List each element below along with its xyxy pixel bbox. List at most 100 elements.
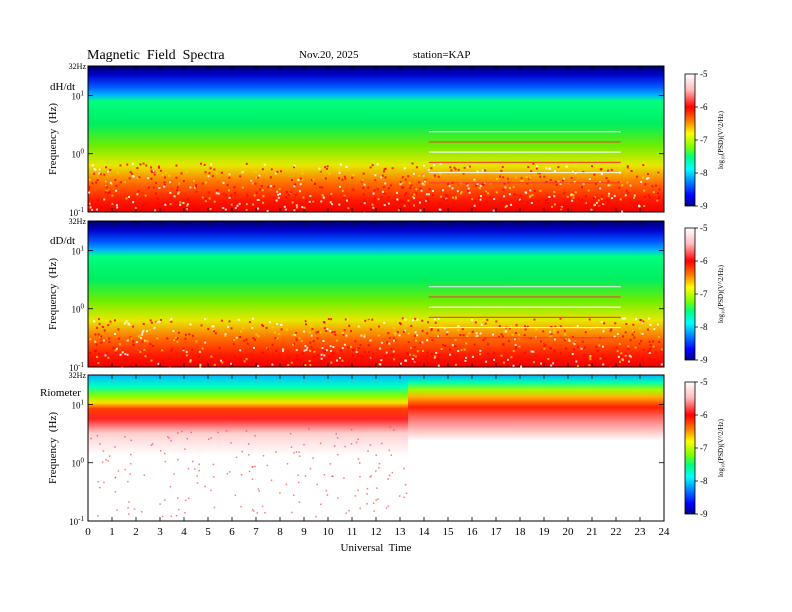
spectral-noise	[261, 505, 264, 508]
spectral-noise	[535, 328, 538, 331]
spectral-noise	[169, 203, 172, 206]
spectral-noise	[312, 348, 315, 351]
spectral-noise	[587, 189, 590, 192]
spectral-noise	[90, 201, 93, 204]
spectral-noise	[415, 166, 418, 169]
spectral-noise	[473, 178, 476, 181]
spectral-noise	[228, 196, 231, 199]
spectral-noise	[332, 475, 334, 478]
spectral-noise	[366, 503, 368, 505]
y-axis-label: Frequency (Hz)	[47, 103, 59, 175]
spectral-noise	[246, 361, 249, 364]
spectral-noise	[550, 364, 553, 367]
spectral-noise	[647, 173, 650, 176]
spectral-noise	[150, 321, 153, 324]
spectral-noise	[622, 359, 625, 362]
spectral-noise	[582, 354, 585, 357]
spectral-noise	[242, 327, 245, 330]
spectral-noise	[362, 172, 365, 175]
spectral-noise	[617, 355, 620, 358]
spectral-noise	[476, 334, 479, 337]
spectral-noise	[383, 192, 386, 195]
spectral-noise	[175, 164, 178, 167]
spectral-noise	[620, 352, 623, 355]
spectral-noise	[527, 166, 530, 169]
spectral-noise	[343, 329, 346, 332]
spectral-noise	[144, 194, 147, 197]
spectral-noise	[454, 197, 457, 200]
spectral-noise	[143, 348, 146, 351]
spectral-noise	[245, 203, 248, 206]
spectral-noise	[261, 168, 264, 171]
spectral-noise	[504, 186, 507, 189]
spectral-noise	[524, 328, 527, 331]
spectral-noise	[582, 182, 585, 185]
spectral-noise	[570, 176, 573, 179]
spectral-noise	[130, 337, 133, 340]
spectral-noise	[437, 329, 440, 332]
spectral-noise	[553, 203, 556, 206]
spectral-noise	[427, 168, 430, 171]
spectral-noise	[295, 358, 298, 361]
spectral-noise	[613, 194, 616, 197]
spectral-noise	[166, 436, 169, 438]
spectral-noise	[602, 330, 605, 333]
spectral-noise	[90, 437, 92, 440]
spectral-noise	[467, 166, 470, 169]
spectral-noise	[98, 336, 101, 339]
spectral-noise	[154, 319, 157, 322]
spectral-noise	[115, 184, 118, 187]
spectral-noise	[170, 349, 173, 352]
panel-label: dH/dt	[50, 81, 75, 93]
spectral-noise	[256, 512, 259, 514]
spectral-noise	[403, 322, 406, 325]
spectral-noise	[372, 502, 375, 504]
spectral-noise	[367, 450, 369, 452]
spectral-noise	[146, 330, 149, 333]
spectral-noise	[415, 188, 418, 191]
spectral-noise	[136, 193, 139, 196]
spectral-noise	[290, 363, 293, 366]
spectral-noise	[159, 169, 162, 172]
spectral-noise	[547, 201, 550, 204]
spectral-noise	[413, 197, 416, 200]
spectral-noise	[130, 439, 133, 442]
spectral-noise	[312, 178, 315, 181]
spectral-noise	[319, 170, 322, 173]
spectral-noise	[297, 474, 299, 476]
spectral-noise	[96, 179, 99, 182]
spectral-noise	[218, 346, 221, 349]
spectral-noise	[93, 172, 96, 175]
spectral-noise	[646, 203, 649, 206]
spectral-noise	[116, 509, 118, 511]
spectral-noise	[388, 196, 391, 199]
spectral-noise	[144, 355, 147, 358]
spectral-noise	[273, 331, 276, 334]
spectral-noise	[630, 170, 633, 173]
spectral-noise	[571, 199, 574, 202]
spectral-noise	[626, 165, 629, 168]
spectral-noise	[225, 194, 228, 197]
spectral-noise	[603, 357, 606, 360]
spectral-noise	[228, 189, 231, 192]
spectral-noise	[397, 209, 400, 212]
spectral-noise	[212, 463, 215, 466]
spectral-noise	[636, 175, 639, 178]
spectral-noise	[248, 470, 251, 473]
spectral-noise	[378, 325, 381, 328]
spectral-noise	[260, 185, 263, 188]
y-top-label: 32Hz	[69, 371, 87, 380]
spectral-noise	[137, 190, 140, 193]
spectral-noise	[482, 320, 485, 323]
spectral-noise	[416, 350, 419, 353]
spectrogram-image	[88, 221, 664, 367]
spectral-noise	[93, 320, 96, 323]
spectral-noise	[449, 348, 452, 351]
spectral-noise	[520, 177, 523, 180]
spectral-noise	[642, 320, 645, 323]
spectral-noise	[230, 442, 232, 444]
spectral-noise	[185, 354, 188, 357]
spectral-noise	[136, 177, 139, 180]
spectral-noise	[128, 323, 131, 326]
spectral-noise	[635, 209, 638, 212]
